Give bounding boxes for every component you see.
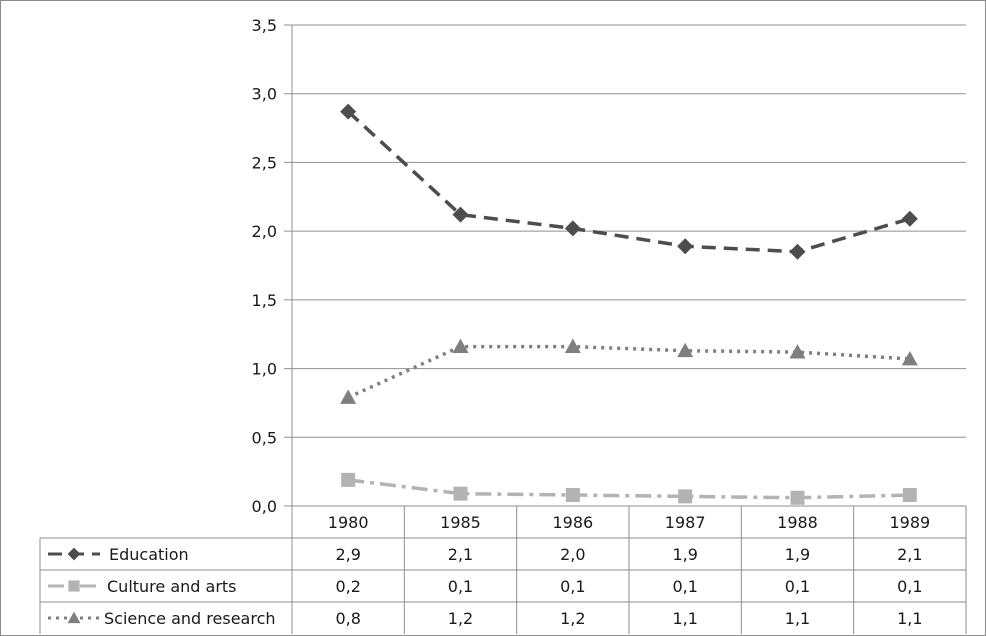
series-line: [346, 110, 911, 254]
x-category-label: 1989: [889, 513, 930, 532]
table-cell-value: 0,1: [560, 577, 585, 596]
legend-key-marker: [67, 547, 81, 561]
data-table: 1980 1985 1986 1987 1988 1989 Education 2,9 2,1 2…: [39, 505, 967, 634]
table-cell-value: 2,1: [897, 545, 922, 564]
gridlines: [284, 24, 966, 507]
legend-series-name: Culture and arts: [107, 577, 237, 596]
data-point-marker: [564, 220, 581, 237]
data-point-marker: [677, 238, 694, 255]
y-tick-label: 2,0: [252, 222, 277, 241]
data-point-marker: [789, 243, 806, 260]
y-tick-label: 0,5: [252, 428, 277, 447]
y-tick-label: 1,0: [252, 360, 277, 379]
data-point-marker: [678, 489, 693, 504]
data-point-marker: [453, 486, 468, 501]
legend-key-marker: [67, 611, 81, 624]
table-cell-value: 2,9: [335, 545, 360, 564]
y-axis-tick-labels: 0,0 0,5 1,0 1,5 2,0 2,5 3,0 3,5: [252, 16, 277, 516]
y-tick-label: 2,5: [252, 153, 277, 172]
legend-series-name: Education: [109, 545, 189, 564]
table-cell-value: 1,1: [785, 609, 810, 628]
data-point-marker: [677, 342, 694, 358]
table-cell-value: 1,2: [448, 609, 473, 628]
y-tick-label: 3,5: [252, 16, 277, 35]
x-category-label: 1985: [440, 513, 481, 532]
x-category-label: 1986: [552, 513, 593, 532]
series-lines: [340, 103, 918, 505]
table-cell-value: 0,1: [448, 577, 473, 596]
x-category-label: 1988: [777, 513, 818, 532]
legend-series-name: Science and research: [104, 609, 276, 628]
table-cell-value: 1,9: [785, 545, 810, 564]
data-point-marker: [789, 344, 806, 359]
data-point-marker: [565, 488, 580, 503]
table-cell-value: 2,1: [448, 545, 473, 564]
series-line: [347, 478, 910, 500]
data-point-marker: [790, 490, 805, 505]
table-cell-value: 0,8: [335, 609, 360, 628]
data-point-marker: [902, 488, 917, 503]
data-point-marker: [901, 210, 918, 227]
y-tick-label: 0,0: [252, 497, 277, 516]
data-point-marker: [564, 338, 581, 353]
table-cell-value: 1,1: [897, 609, 922, 628]
x-category-label: 1987: [665, 513, 706, 532]
data-point-marker: [452, 338, 469, 353]
table-cell-value: 1,2: [560, 609, 585, 628]
table-cell-value: 0,1: [897, 577, 922, 596]
legend-key-marker: [68, 580, 80, 592]
y-tick-label: 3,0: [252, 85, 277, 104]
table-cell-value: 1,9: [672, 545, 697, 564]
data-point-marker: [340, 389, 357, 404]
data-point-marker: [341, 472, 356, 487]
series-line: [347, 344, 910, 400]
data-point-marker: [901, 350, 918, 366]
data-point-marker: [452, 206, 469, 223]
table-cell-value: 0,2: [335, 577, 360, 596]
x-category-label: 1980: [328, 513, 369, 532]
table-cell-value: 1,1: [672, 609, 697, 628]
table-cell-value: 0,1: [672, 577, 697, 596]
data-point-marker: [340, 103, 357, 120]
table-cell-value: 0,1: [785, 577, 810, 596]
y-tick-label: 1,5: [252, 291, 277, 310]
table-cell-value: 2,0: [560, 545, 585, 564]
